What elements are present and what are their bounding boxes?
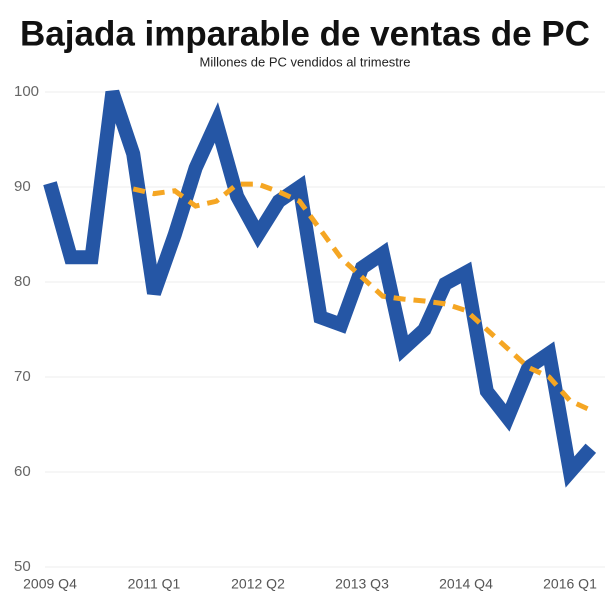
y-tick-label: 60 [14,463,31,480]
y-tick-label: 100 [14,83,39,100]
x-tick-label: 2011 Q1 [128,576,181,592]
y-tick-label: 70 [14,368,31,385]
chart-title: Bajada imparable de ventas de PC [20,14,590,53]
x-tick-label: 2013 Q3 [335,576,389,592]
x-tick-label: 2016 Q1 [543,576,597,592]
x-tick-label: 2014 Q4 [439,576,493,592]
y-tick-label: 90 [14,178,31,195]
y-tick-label: 80 [14,273,31,290]
x-tick-label: 2012 Q2 [231,576,285,592]
chart-subtitle: Millones de PC vendidos al trimestre [200,54,411,69]
series-line [43,89,597,488]
x-tick-label: 2009 Q4 [23,576,77,592]
series-line [132,181,592,413]
y-tick-label: 50 [14,558,31,575]
